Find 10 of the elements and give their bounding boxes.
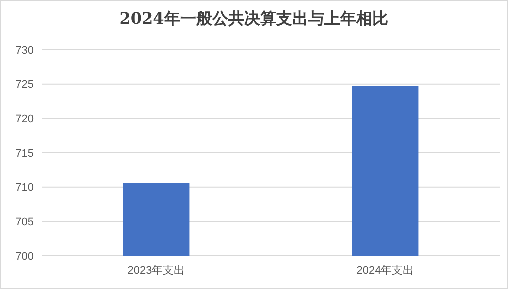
y-tick-label: 720 (16, 114, 34, 126)
chart-title: 2024年一般公共决算支出与上年相比 (120, 9, 388, 28)
y-tick-label: 700 (16, 250, 34, 263)
x-tick-label: 2024年支出 (356, 264, 414, 277)
y-tick-label: 705 (16, 216, 34, 229)
y-tick-label: 725 (16, 79, 34, 92)
y-tick-label: 715 (16, 148, 34, 160)
y-tick-label: 730 (16, 44, 34, 57)
x-tick-label: 2023年支出 (128, 264, 186, 277)
y-tick-label: 710 (16, 182, 34, 194)
